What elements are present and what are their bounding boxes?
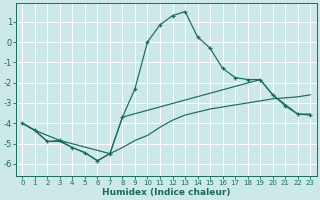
X-axis label: Humidex (Indice chaleur): Humidex (Indice chaleur) bbox=[102, 188, 230, 197]
